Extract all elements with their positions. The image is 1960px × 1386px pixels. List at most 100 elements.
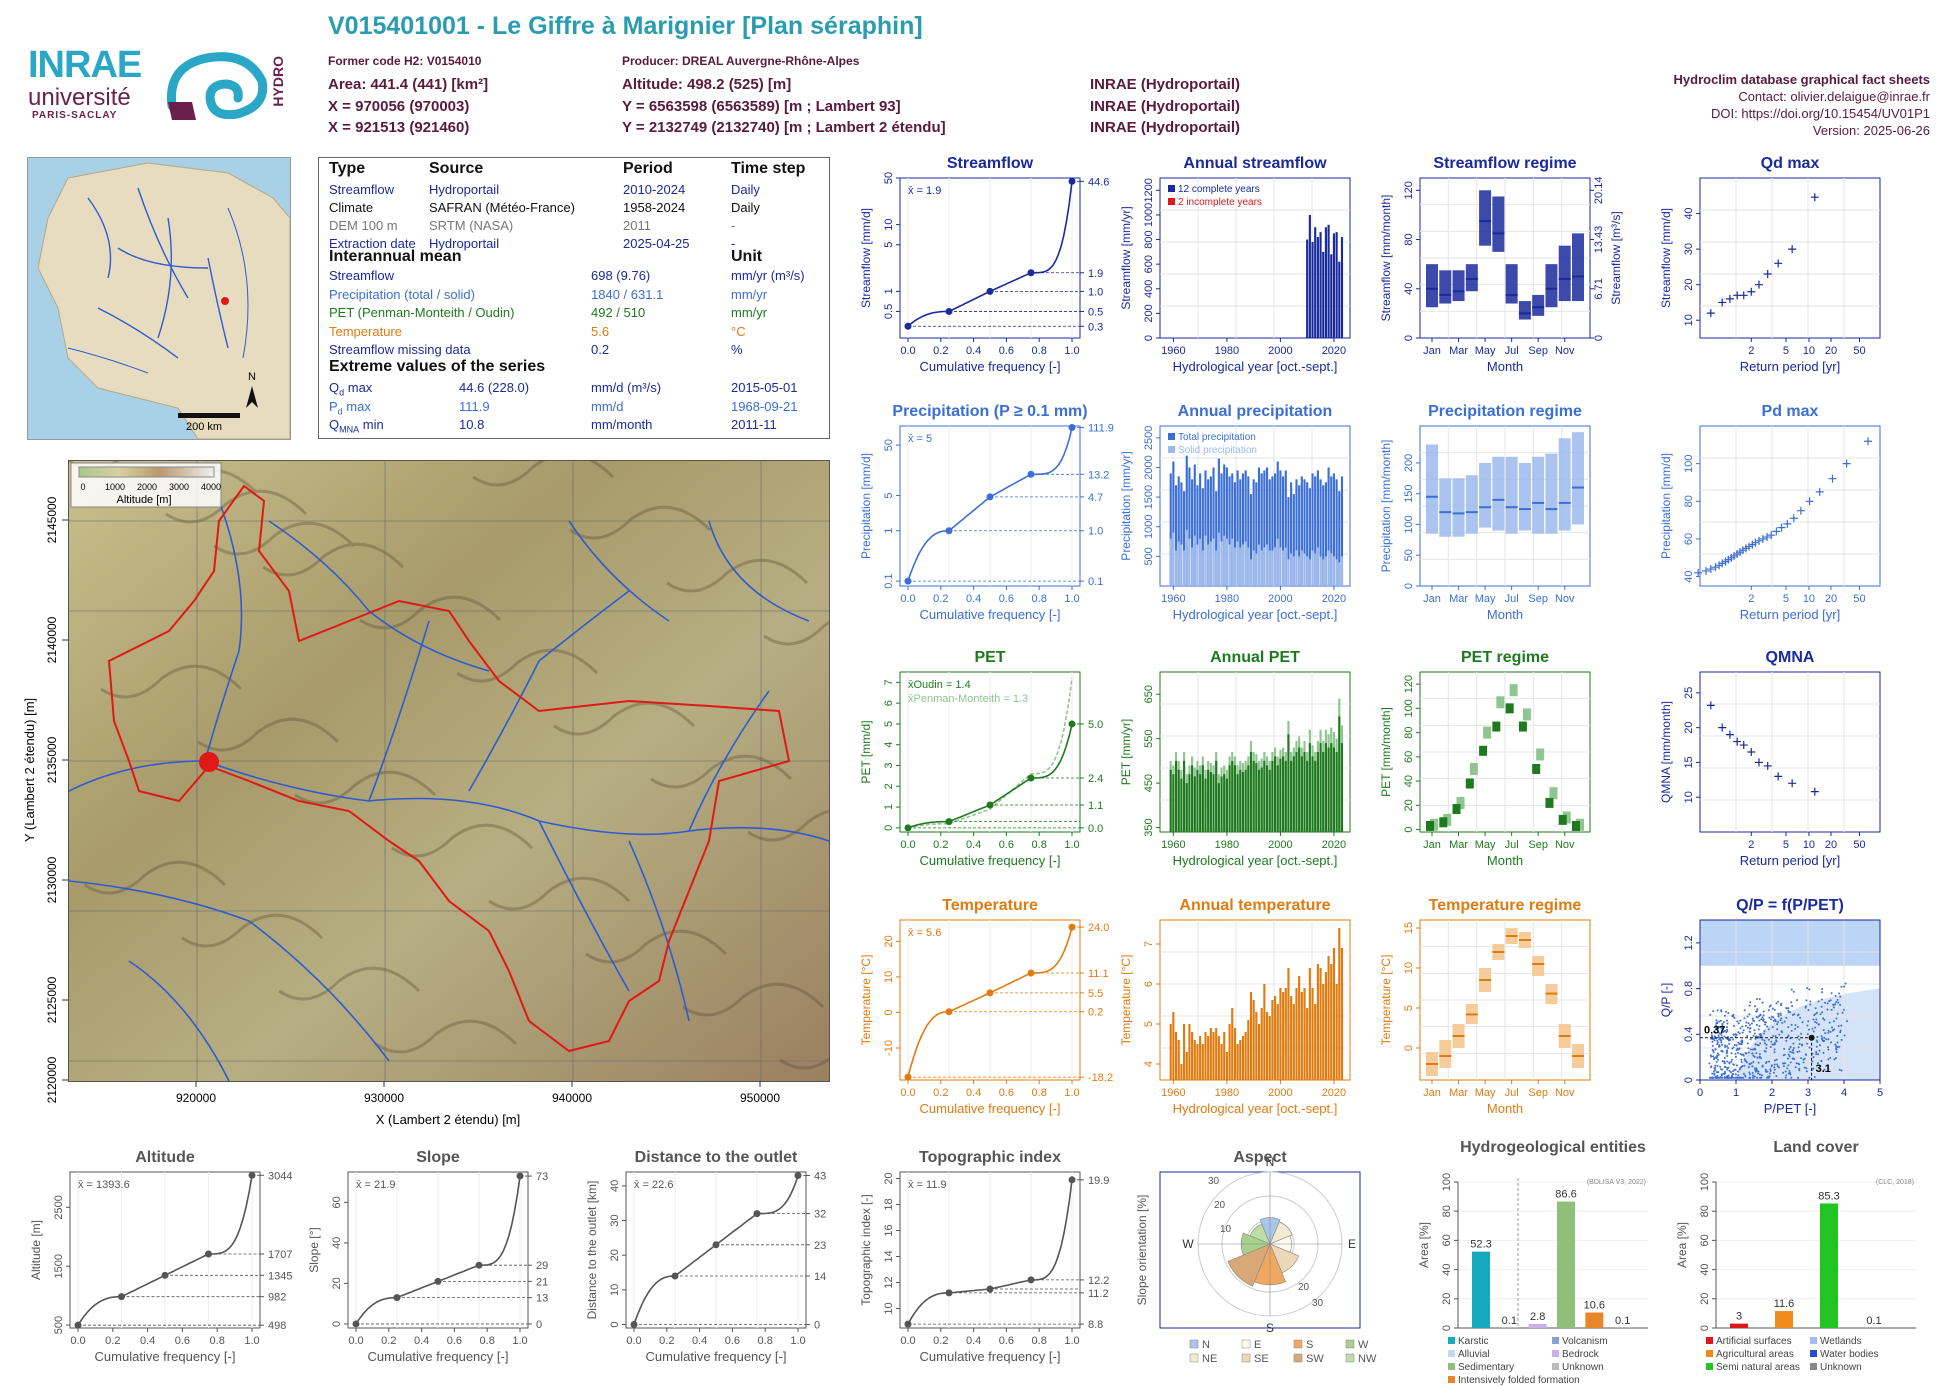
chart-point	[161, 1271, 169, 1279]
chart-bar	[1223, 774, 1226, 832]
chart-box	[1505, 264, 1518, 304]
chart-xlabel: Cumulative frequency [-]	[920, 1349, 1061, 1364]
chart-legend: Sedimentary	[1458, 1362, 1514, 1373]
chart-right-tick: 982	[268, 1292, 286, 1304]
chart-bar	[1298, 976, 1301, 1080]
chart-bar	[1204, 470, 1207, 586]
chart-right-tick: 21	[536, 1276, 548, 1288]
chart-bar-solid	[1276, 538, 1279, 586]
chart-legend: Bedrock	[1562, 1349, 1600, 1360]
chart-xlabel: Cumulative frequency [-]	[646, 1349, 787, 1364]
chart-bar-solid	[1193, 535, 1196, 586]
chart-bar-solid	[1183, 550, 1186, 586]
chart-bar-solid	[1327, 550, 1330, 586]
chart-box	[1518, 301, 1531, 320]
chart-bar	[1244, 1032, 1247, 1080]
chart-ytick: 0	[1403, 583, 1415, 589]
chart-xtick: 0.4	[140, 1335, 155, 1347]
chart-frame-qp_ppet	[1699, 919, 1881, 1081]
chart-right-tick: 0	[1593, 335, 1605, 341]
paris-saclay-logo: PARIS-SACLAY	[32, 110, 118, 121]
chart-bar-solid	[1217, 532, 1220, 586]
chart-bar	[1322, 485, 1325, 586]
chart-point	[1864, 437, 1873, 446]
chart-point	[205, 1250, 212, 1258]
chart-point	[1068, 424, 1076, 432]
chart-ytick: 7	[1143, 941, 1155, 947]
chart-bar	[1172, 1012, 1175, 1080]
chart-ytick: 50	[1403, 549, 1415, 561]
chart-xtick: Nov	[1555, 1087, 1575, 1099]
mean-unit: °C	[731, 323, 746, 339]
chart-ylabel: Q/P [-]	[1659, 983, 1673, 1017]
chart-ytick: 100	[1441, 1173, 1453, 1191]
source-y: INRAE (Hydroportail)	[1090, 119, 1240, 136]
former-code: Former code H2: V0154010	[328, 54, 482, 68]
chart-bar-solid	[1185, 529, 1188, 586]
map-xlabel: X (Lambert 2 étendu) [m]	[376, 1112, 521, 1127]
chart-ytick: 500	[1143, 547, 1155, 565]
chart-right-tick: 19.9	[1088, 1175, 1109, 1187]
chart-ytick: 1500	[53, 1254, 65, 1278]
aspect-legend: W	[1358, 1339, 1369, 1351]
chart-xtick: 5	[1783, 345, 1789, 357]
info-period: 2010-2024	[623, 182, 686, 197]
map-ylabel: Y (Lambert 2 étendu) [m]	[22, 698, 37, 842]
info-type: Climate	[329, 200, 374, 215]
chart-xtick: 0.6	[725, 1335, 740, 1347]
chart-point	[945, 818, 953, 826]
chart-xtick: 4	[1841, 1087, 1847, 1099]
chart-xtick: 0.2	[933, 839, 948, 851]
chart-xtick: 0.8	[1032, 839, 1047, 851]
chart-bar	[1340, 948, 1344, 1080]
chart-bar	[1196, 485, 1199, 586]
chart-ytick: 650	[1143, 685, 1155, 703]
chart-bar	[1225, 778, 1228, 832]
chart-bar	[1241, 772, 1245, 832]
chart-point	[945, 307, 953, 315]
chart-mean2: x̄Penman-Monteith = 1.3	[908, 693, 1028, 705]
chart-point	[904, 1073, 912, 1081]
chart-box	[1439, 478, 1452, 537]
aspect-dir: E	[1348, 1237, 1356, 1251]
chart-bar	[1183, 760, 1186, 832]
chart-xtick: 0.0	[900, 1335, 915, 1347]
chart-box-pm	[1549, 787, 1558, 800]
chart-ytick: 10	[1683, 791, 1695, 803]
chart-xtick: 0.4	[966, 345, 981, 357]
chart-bar	[1174, 1032, 1178, 1080]
chart-ytick: 20	[331, 1277, 343, 1289]
chart-bar	[1338, 491, 1341, 586]
chart-bar	[1191, 1032, 1194, 1080]
chart-bar	[1255, 482, 1258, 586]
chart-bar	[1185, 783, 1188, 832]
chart-bar	[1188, 774, 1191, 832]
chart-frame-pd_max	[1699, 425, 1881, 587]
chart-box	[1492, 196, 1505, 252]
chart-box	[1518, 462, 1531, 531]
chart-ytick: 0	[1441, 1325, 1453, 1331]
chart-bar	[1311, 988, 1314, 1080]
chart-box	[1518, 721, 1527, 732]
chart-right-tick: -18.2	[1088, 1072, 1113, 1084]
chart-right-tick: 13.2	[1088, 469, 1109, 481]
chart-bar-solid	[1188, 538, 1191, 586]
chart-bar	[1311, 242, 1314, 338]
chart-bar	[1319, 743, 1322, 832]
chart-box-pm	[1522, 708, 1531, 721]
chart-xlabel: Hydrological year [oct.-sept.]	[1173, 359, 1338, 374]
aspect-legend: NE	[1202, 1353, 1217, 1365]
chart-bar-solid	[1290, 553, 1293, 586]
chart-bar-solid	[1314, 553, 1317, 586]
chart-box	[1452, 803, 1461, 814]
chart-point	[1718, 723, 1727, 732]
chart-right-tick: 23	[814, 1240, 826, 1252]
chart-xtick: 2	[1748, 593, 1754, 605]
chart-point	[1772, 527, 1781, 536]
chart-xtick: 0.6	[999, 1087, 1014, 1099]
chart-right-tick: 11.1	[1088, 968, 1109, 980]
chart-bar	[1212, 1032, 1215, 1080]
chart-right-tick: 13	[536, 1293, 548, 1305]
aspect-ring: 10	[1220, 1224, 1232, 1235]
chart-point	[753, 1210, 761, 1218]
